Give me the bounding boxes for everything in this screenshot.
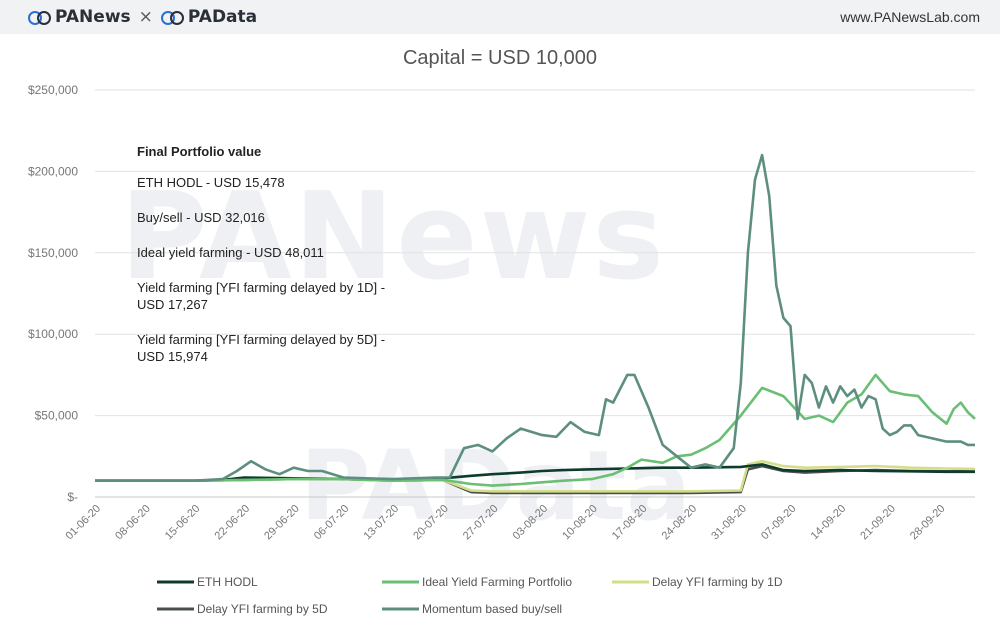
x-tick-label: 01-06-20 <box>63 503 103 543</box>
series-line <box>95 153 975 482</box>
y-tick-label: $200,000 <box>28 164 78 178</box>
x-tick-label: 28-09-20 <box>908 503 948 543</box>
brand-logo: PANews × PAData <box>28 7 257 27</box>
y-tick-label: $250,000 <box>28 83 78 97</box>
legend-label: Ideal Yield Farming Portfolio <box>422 575 572 589</box>
annotation-heading: Final Portfolio value <box>137 144 262 159</box>
x-tick-label: 20-07-20 <box>411 503 451 543</box>
x-tick-label: 13-07-20 <box>362 503 402 543</box>
annotation-line-ideal-yield: Ideal yield farming - USD 48,011 <box>137 245 324 260</box>
x-tick-label: 14-09-20 <box>809 503 849 543</box>
x-tick-label: 03-08-20 <box>511 503 551 543</box>
x-tick-label: 15-06-20 <box>163 503 203 543</box>
panews-logo-icon <box>28 10 52 25</box>
annotation-line-buy-sell: Buy/sell - USD 32,016 <box>137 210 265 225</box>
top-bar: PANews × PAData www.PANewsLab.com <box>0 0 1000 34</box>
y-tick-label: $50,000 <box>35 409 79 423</box>
annotation-line-eth-hodl: ETH HODL - USD 15,478 <box>137 175 285 190</box>
brand-times: × <box>138 7 153 27</box>
series-line <box>95 373 976 487</box>
y-tick-label: $150,000 <box>28 246 78 260</box>
annotation-line-delay-5d: Yield farming [YFI farming delayed by 5D… <box>137 332 386 364</box>
padata-logo-icon <box>160 10 185 25</box>
y-tick-label: $- <box>67 490 78 504</box>
x-tick-label: 06-07-20 <box>312 503 352 543</box>
x-tick-label: 31-08-20 <box>709 503 749 543</box>
annotation-line-delay-1d: Yield farming [YFI farming delayed by 1D… <box>137 280 386 312</box>
legend-label: Momentum based buy/sell <box>422 602 562 616</box>
x-tick-label: 17-08-20 <box>610 503 650 543</box>
brand-left: PANews <box>55 7 131 27</box>
site-url: www.PANewsLab.com <box>840 9 980 25</box>
chart-title: Capital = USD 10,000 <box>403 47 597 69</box>
x-tick-label: 08-06-20 <box>113 503 153 543</box>
brand-right: PAData <box>187 7 258 27</box>
x-tick-label: 21-09-20 <box>858 503 898 543</box>
y-tick-label: $100,000 <box>28 327 78 341</box>
final-portfolio-annotation: Final Portfolio value ETH HODL - USD 15,… <box>137 143 407 383</box>
legend-label: Delay YFI farming by 1D <box>652 575 783 589</box>
x-tick-label: 27-07-20 <box>461 503 501 543</box>
legend-label: Delay YFI farming by 5D <box>197 602 328 616</box>
x-tick-label: 07-09-20 <box>759 503 799 543</box>
legend-label: ETH HODL <box>197 575 258 589</box>
x-tick-label: 22-06-20 <box>213 503 253 543</box>
x-tick-label: 24-08-20 <box>660 503 700 543</box>
x-tick-label: 29-06-20 <box>262 503 302 543</box>
x-tick-label: 10-08-20 <box>560 503 600 543</box>
series-line <box>95 463 975 482</box>
